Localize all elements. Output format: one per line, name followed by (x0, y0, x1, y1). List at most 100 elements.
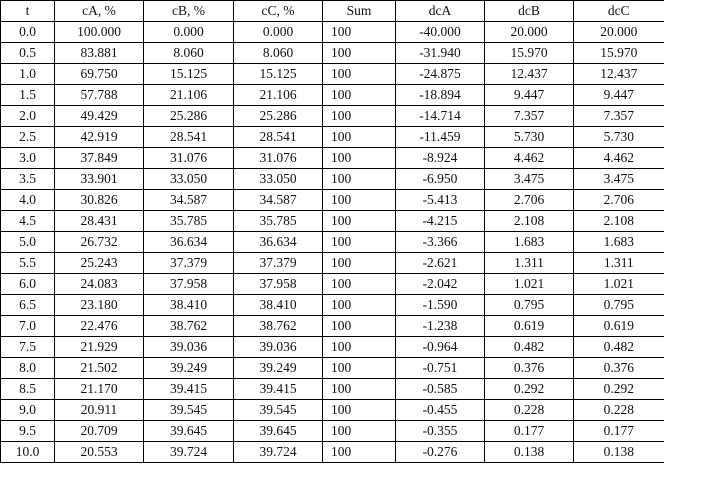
cell-cb: 39.415 (143, 378, 234, 400)
cell-dcc: 0.619 (573, 315, 664, 337)
cell-sum: 100 (322, 63, 396, 85)
table-row: 9.0 20.911 39.545 39.545 100 -0.455 0.228 0.228 (0, 399, 664, 421)
cell-cb: 36.634 (143, 231, 234, 253)
table-row: 2.5 42.919 28.541 28.541 100 -11.459 5.730 5.73… (0, 126, 664, 148)
cell-ca: 20.709 (54, 420, 144, 442)
cell-dcc: 0.795 (573, 294, 664, 316)
cell-cc: 39.036 (233, 336, 323, 358)
cell-ca: 83.881 (54, 42, 144, 64)
cell-cc: 8.060 (233, 42, 323, 64)
cell-dca: -40.000 (395, 21, 485, 43)
cell-dca: -0.276 (395, 441, 485, 463)
cell-dcc: 12.437 (573, 63, 664, 85)
cell-dcb: 7.357 (484, 105, 574, 127)
cell-dcb: 1.021 (484, 273, 574, 295)
cell-cb: 39.036 (143, 336, 234, 358)
cell-cc: 28.541 (233, 126, 323, 148)
table-row: 7.0 22.476 38.762 38.762 100 -1.238 0.619 0.619 (0, 315, 664, 337)
cell-dcc: 0.228 (573, 399, 664, 421)
cell-cb: 15.125 (143, 63, 234, 85)
cell-t: 4.0 (0, 189, 55, 211)
cell-ca: 69.750 (54, 63, 144, 85)
cell-ca: 100.000 (54, 21, 144, 43)
cell-t: 9.5 (0, 420, 55, 442)
cell-dcc: 0.482 (573, 336, 664, 358)
cell-sum: 100 (322, 84, 396, 106)
cell-cc: 39.545 (233, 399, 323, 421)
cell-t: 8.5 (0, 378, 55, 400)
cell-dca: -5.413 (395, 189, 485, 211)
cell-cc: 39.415 (233, 378, 323, 400)
cell-dca: -0.355 (395, 420, 485, 442)
column-header-dca: dcA (395, 0, 485, 22)
cell-dca: -0.455 (395, 399, 485, 421)
cell-sum: 100 (322, 105, 396, 127)
cell-sum: 100 (322, 210, 396, 232)
cell-dca: -4.215 (395, 210, 485, 232)
table-row: 8.5 21.170 39.415 39.415 100 -0.585 0.292 0.292 (0, 378, 664, 400)
cell-dcb: 5.730 (484, 126, 574, 148)
column-header-sum: Sum (322, 0, 396, 22)
cell-t: 7.0 (0, 315, 55, 337)
cell-ca: 20.553 (54, 441, 144, 463)
cell-dca: -1.238 (395, 315, 485, 337)
cell-cb: 31.076 (143, 147, 234, 169)
concentration-table: t cA, % cB, % cC, % Sum dcA dcB dcC 0.0 100.000 0… (0, 0, 664, 463)
cell-cc: 39.645 (233, 420, 323, 442)
cell-t: 10.0 (0, 441, 55, 463)
cell-dcc: 0.376 (573, 357, 664, 379)
cell-dca: -24.875 (395, 63, 485, 85)
cell-cc: 39.249 (233, 357, 323, 379)
cell-ca: 28.431 (54, 210, 144, 232)
cell-dcc: 1.311 (573, 252, 664, 274)
cell-cc: 25.286 (233, 105, 323, 127)
cell-ca: 21.170 (54, 378, 144, 400)
cell-dca: -0.585 (395, 378, 485, 400)
cell-dcb: 2.706 (484, 189, 574, 211)
cell-dcc: 0.292 (573, 378, 664, 400)
cell-t: 8.0 (0, 357, 55, 379)
cell-dca: -0.751 (395, 357, 485, 379)
cell-ca: 26.732 (54, 231, 144, 253)
table-row: 3.5 33.901 33.050 33.050 100 -6.950 3.475 3.475 (0, 168, 664, 190)
cell-cb: 39.249 (143, 357, 234, 379)
cell-sum: 100 (322, 357, 396, 379)
cell-dcb: 2.108 (484, 210, 574, 232)
cell-ca: 21.502 (54, 357, 144, 379)
cell-cc: 37.958 (233, 273, 323, 295)
cell-dcc: 20.000 (573, 21, 664, 43)
cell-sum: 100 (322, 168, 396, 190)
cell-dcc: 9.447 (573, 84, 664, 106)
cell-t: 6.5 (0, 294, 55, 316)
cell-dcc: 0.138 (573, 441, 664, 463)
cell-dcb: 9.447 (484, 84, 574, 106)
cell-dcb: 0.482 (484, 336, 574, 358)
cell-sum: 100 (322, 273, 396, 295)
cell-ca: 21.929 (54, 336, 144, 358)
cell-dcb: 0.795 (484, 294, 574, 316)
table-row: 2.0 49.429 25.286 25.286 100 -14.714 7.357 7.35… (0, 105, 664, 127)
cell-dca: -31.940 (395, 42, 485, 64)
cell-dca: -11.459 (395, 126, 485, 148)
cell-dcb: 15.970 (484, 42, 574, 64)
cell-t: 0.5 (0, 42, 55, 64)
cell-dcb: 0.619 (484, 315, 574, 337)
cell-sum: 100 (322, 21, 396, 43)
cell-dcc: 7.357 (573, 105, 664, 127)
cell-cb: 0.000 (143, 21, 234, 43)
cell-cc: 39.724 (233, 441, 323, 463)
cell-dcb: 4.462 (484, 147, 574, 169)
cell-dca: -2.621 (395, 252, 485, 274)
cell-dcc: 1.021 (573, 273, 664, 295)
cell-dcb: 0.228 (484, 399, 574, 421)
cell-t: 5.5 (0, 252, 55, 274)
cell-ca: 23.180 (54, 294, 144, 316)
cell-t: 5.0 (0, 231, 55, 253)
cell-cb: 35.785 (143, 210, 234, 232)
cell-dcc: 1.683 (573, 231, 664, 253)
cell-t: 7.5 (0, 336, 55, 358)
table-row: 5.0 26.732 36.634 36.634 100 -3.366 1.683 1.683 (0, 231, 664, 253)
table-row: 8.0 21.502 39.249 39.249 100 -0.751 0.376 0.376 (0, 357, 664, 379)
cell-sum: 100 (322, 231, 396, 253)
cell-dca: -8.924 (395, 147, 485, 169)
